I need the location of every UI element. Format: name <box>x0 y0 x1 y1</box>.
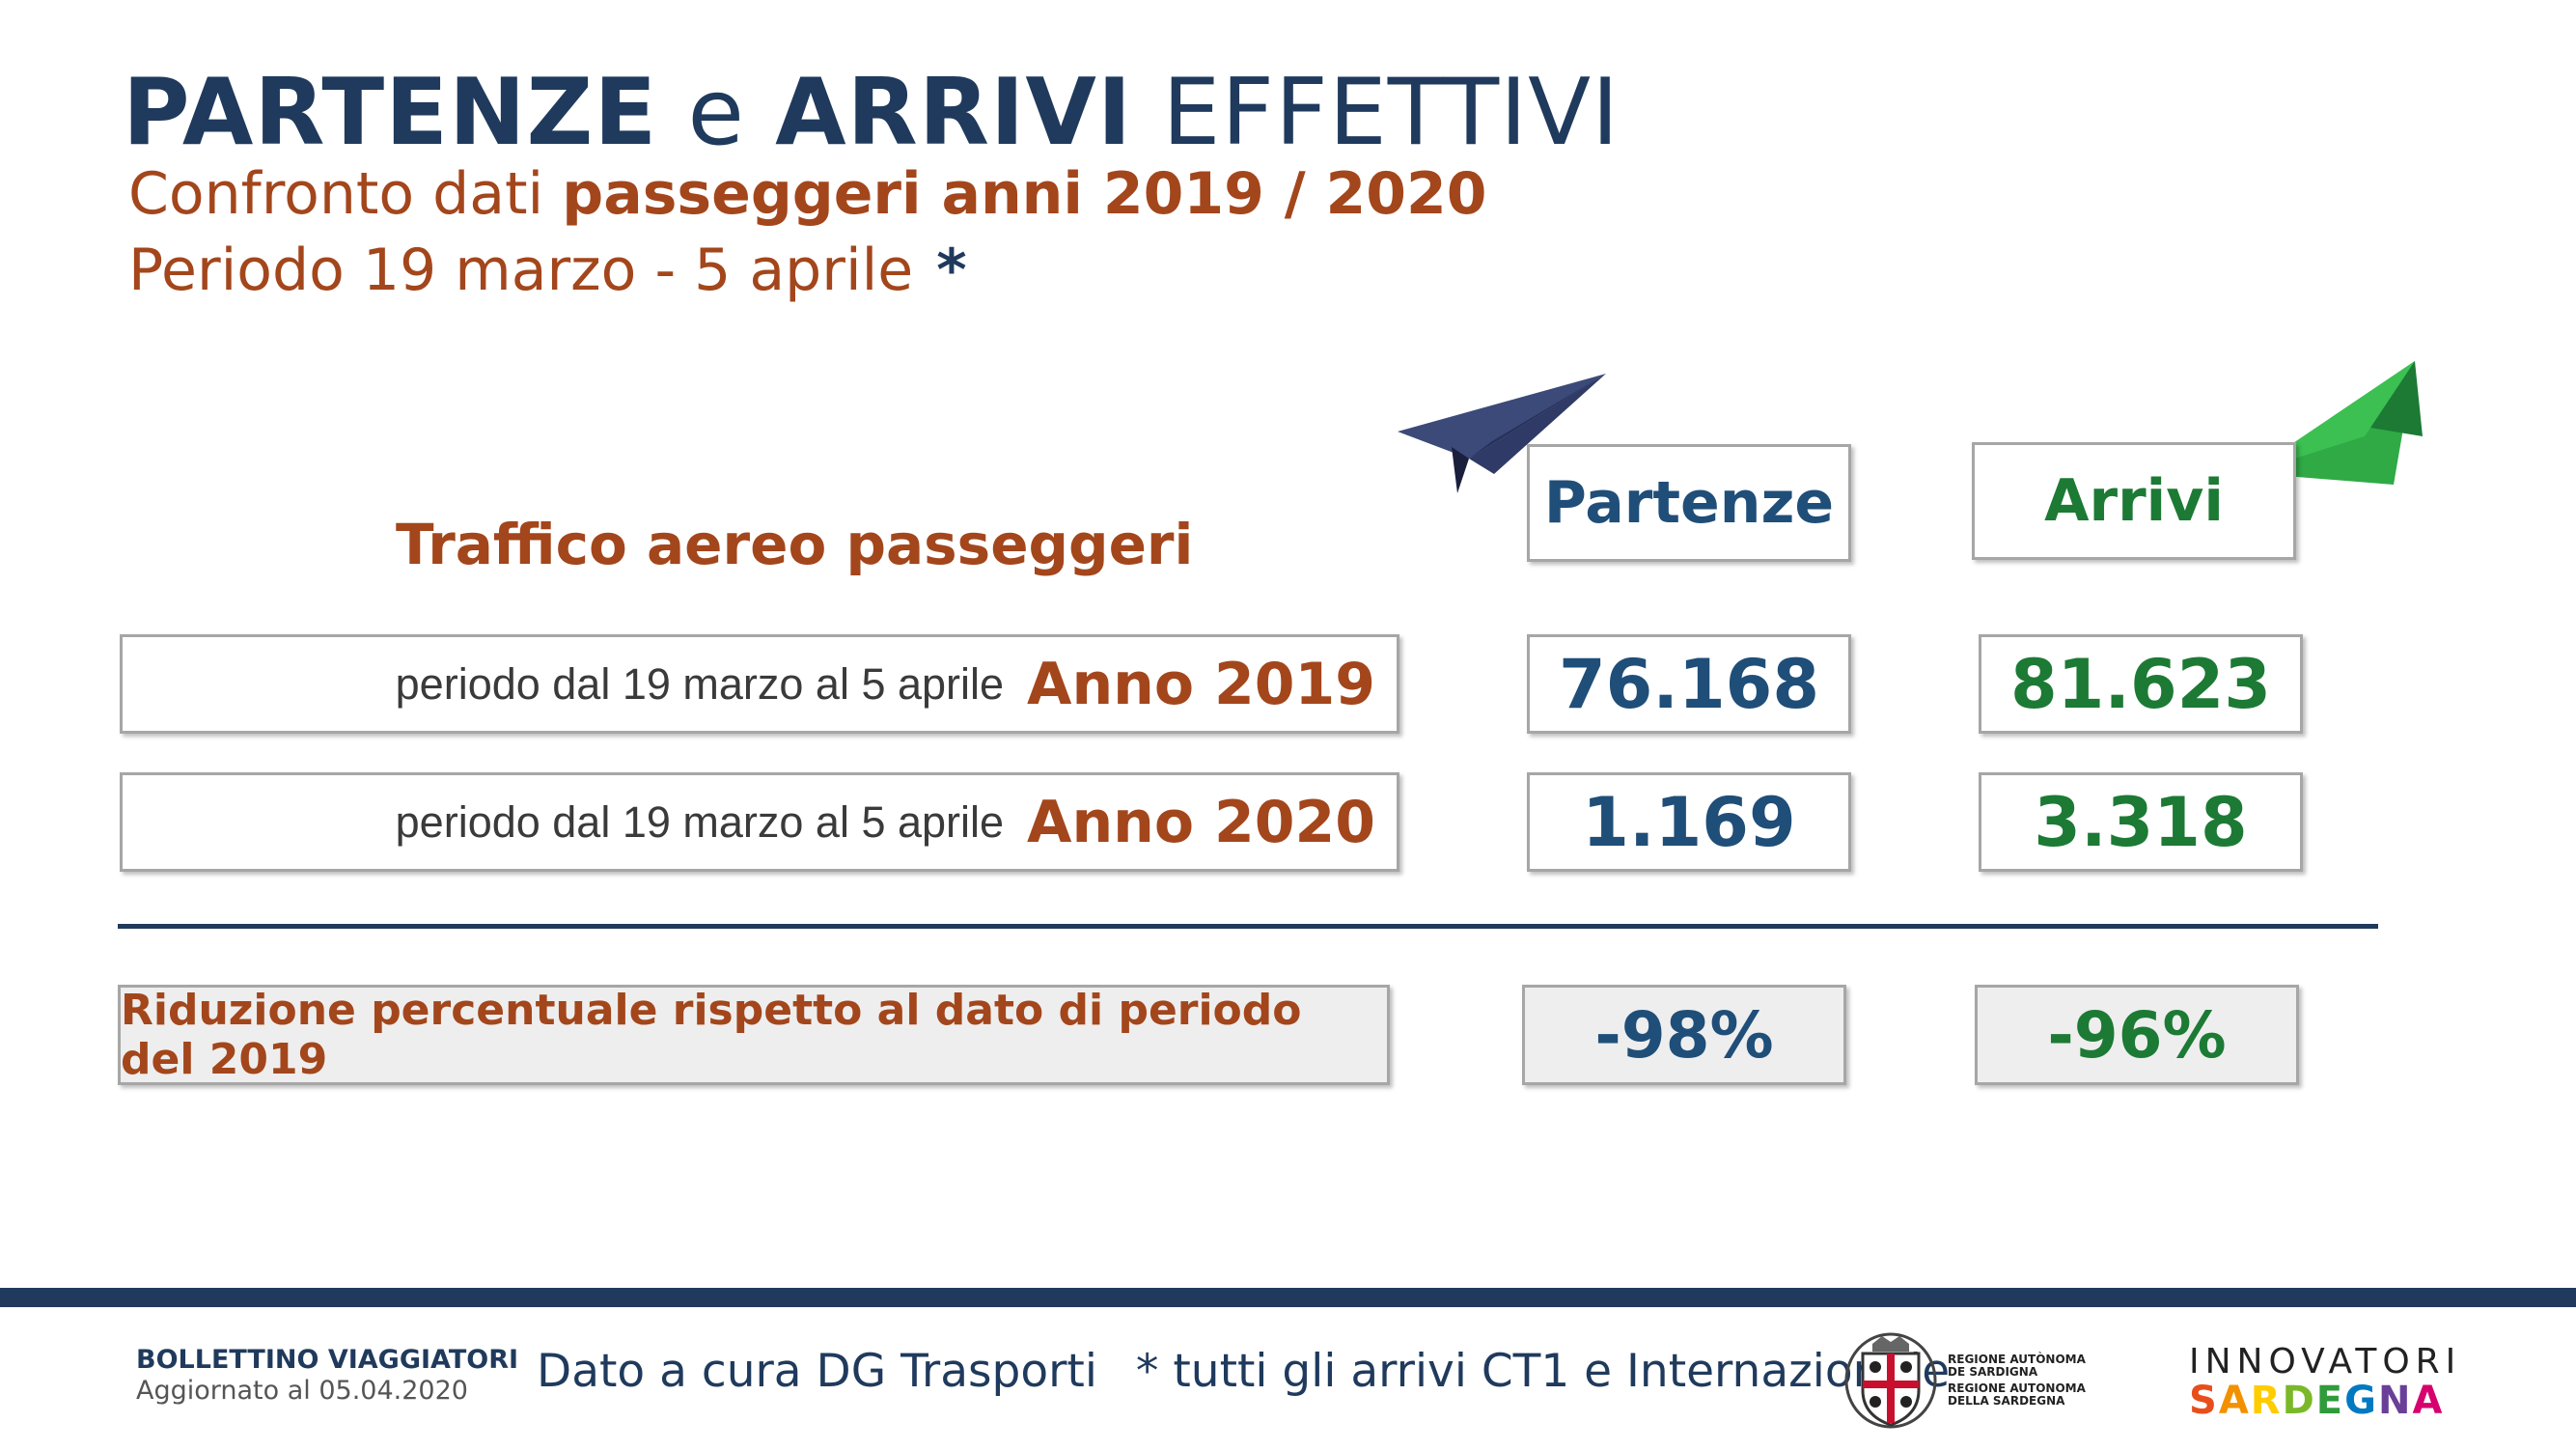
footer-bar <box>0 1288 2576 1307</box>
column-header-arrivi: Arrivi <box>1972 442 2296 560</box>
subtitle-bold: passeggeri anni 2019 / 2020 <box>562 160 1487 228</box>
title-partenze: PARTENZE <box>123 60 658 166</box>
reduction-label-box: Riduzione percentuale rispetto al dato d… <box>118 985 1390 1085</box>
page-subtitle: Confronto dati passeggeri anni 2019 / 20… <box>128 160 1487 228</box>
value-partenze-2020: 1.169 <box>1527 772 1851 872</box>
sardegna-letter: N <box>2377 1379 2413 1423</box>
region-line: REGIONE AUTÒNOMA <box>1948 1353 2086 1366</box>
value-arrivi-2020: 3.318 <box>1979 772 2303 872</box>
page-title: PARTENZE e ARRIVI EFFETTIVI <box>123 60 1620 166</box>
section-title: Traffico aereo passeggeri <box>396 512 1194 577</box>
innovatori-logo-text: INNOVATORI <box>2189 1342 2462 1381</box>
row-label-2019: periodo dal 19 marzo al 5 aprile Anno 20… <box>120 634 1399 734</box>
footer-asterisk-note: * tutti gli arrivi CT1 e Internazionale <box>1135 1345 1951 1398</box>
sardegna-logo-text: SARDEGNA <box>2189 1379 2444 1423</box>
sardegna-letter: G <box>2344 1379 2378 1423</box>
period-asterisk: * <box>936 237 967 304</box>
sardinia-crest-icon <box>1844 1332 1937 1429</box>
column-header-partenze: Partenze <box>1527 444 1851 562</box>
value-partenze-2019: 76.168 <box>1527 634 1851 734</box>
bulletin-title: BOLLETTINO VIAGGIATORI <box>136 1345 519 1375</box>
subtitle-prefix: Confronto dati <box>128 160 544 228</box>
title-e: e <box>687 60 745 166</box>
row-period-label: periodo dal 19 marzo al 5 aprile <box>395 658 1005 709</box>
sardegna-letter: E <box>2315 1379 2345 1423</box>
row-year: Anno 2019 <box>1027 650 1375 718</box>
region-line: DELLA SARDEGNA <box>1948 1394 2065 1408</box>
region-line: REGIONE AUTONOMA <box>1948 1381 2086 1395</box>
footer-note: Dato a cura DG Trasporti * tutti gli arri… <box>537 1345 1950 1398</box>
footer-source: Dato a cura DG Trasporti <box>537 1345 1097 1398</box>
region-line: DE SARDIGNA <box>1948 1365 2038 1379</box>
divider-line <box>118 924 2378 929</box>
reduction-arrivi: -96% <box>1975 985 2299 1085</box>
paper-plane-navy-icon <box>1398 374 1606 493</box>
row-period-label: periodo dal 19 marzo al 5 aprile <box>395 796 1005 847</box>
region-logo-text: REGIONE AUTÒNOMA DE SARDIGNA REGIONE AUT… <box>1948 1353 2086 1408</box>
reduction-partenze: -98% <box>1522 985 1846 1085</box>
reduction-label: Riduzione percentuale rispetto al dato d… <box>121 986 1302 1084</box>
sardegna-letter: S <box>2189 1379 2219 1423</box>
sardegna-letter: D <box>2282 1379 2316 1423</box>
row-year: Anno 2020 <box>1027 788 1375 856</box>
sardegna-letter: A <box>2412 1379 2445 1423</box>
sardegna-letter: R <box>2250 1379 2283 1423</box>
title-arrivi: ARRIVI <box>775 60 1133 166</box>
value-arrivi-2019: 81.623 <box>1979 634 2303 734</box>
bulletin-updated: Aggiornato al 05.04.2020 <box>136 1376 468 1406</box>
title-effettivi: EFFETTIVI <box>1162 60 1620 166</box>
period-text: Periodo 19 marzo - 5 aprile * <box>128 237 967 304</box>
period-label: Periodo 19 marzo - 5 aprile <box>128 237 914 304</box>
row-label-2020: periodo dal 19 marzo al 5 aprile Anno 20… <box>120 772 1399 872</box>
sardegna-letter: A <box>2218 1379 2251 1423</box>
